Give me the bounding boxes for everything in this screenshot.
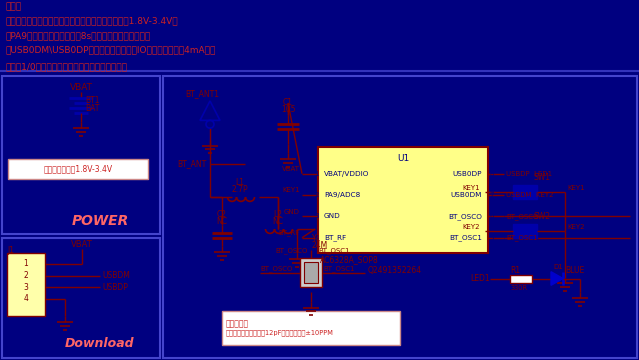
Text: BT_OSCO: BT_OSCO: [275, 247, 307, 254]
Text: BT_OSC1: BT_OSC1: [323, 265, 355, 272]
Text: 7: 7: [489, 192, 493, 198]
Text: USBDM: USBDM: [102, 271, 130, 280]
Text: 、USB0DM\USB0DP默认下拉，可做普通IO口，只能弱驱（4mA）。: 、USB0DM\USB0DP默认下拉，可做普通IO口，只能弱驱（4mA）。: [5, 46, 215, 55]
Text: USB0DP: USB0DP: [452, 171, 482, 177]
Text: KEY2: KEY2: [463, 224, 480, 230]
Text: J1: J1: [7, 246, 14, 255]
Text: BT1: BT1: [85, 96, 100, 105]
Text: BT_OSCO: BT_OSCO: [448, 213, 482, 220]
Text: VBAT: VBAT: [71, 240, 93, 249]
Text: KEY1: KEY1: [282, 187, 300, 193]
Bar: [318, 147, 488, 253]
Text: KEY2: KEY2: [567, 224, 585, 230]
Text: C1: C1: [283, 98, 293, 107]
Text: BT_OSC1: BT_OSC1: [449, 234, 482, 241]
Bar: [304, 262, 318, 283]
Text: GND: GND: [284, 208, 300, 215]
Text: BT_OSC1: BT_OSC1: [506, 234, 537, 241]
Text: 3: 3: [24, 283, 29, 292]
Bar: [510, 275, 532, 283]
Text: R1: R1: [510, 266, 520, 275]
Text: 1: 1: [314, 171, 319, 177]
Text: 备注：: 备注：: [5, 2, 21, 11]
Bar: [163, 76, 637, 358]
Text: BT_ANT1: BT_ANT1: [185, 89, 219, 98]
Text: BT_RF: BT_RF: [324, 234, 346, 241]
Bar: [300, 258, 322, 287]
Text: L2: L2: [273, 210, 282, 219]
Text: 2: 2: [24, 271, 28, 280]
Text: USB0DM: USB0DM: [450, 192, 482, 198]
Text: Download: Download: [65, 337, 135, 350]
Text: 电源供电范围：1.8V-3.4V: 电源供电范围：1.8V-3.4V: [43, 165, 112, 174]
Text: 、所有1/0口均可以配置为唤醒口（边沿触发）。: 、所有1/0口均可以配置为唤醒口（边沿触发）。: [5, 62, 127, 71]
Text: VBAT: VBAT: [70, 83, 93, 92]
Text: 2: 2: [314, 192, 319, 198]
Text: 、PA9默认上拉，低电平持续8s默认复位，可软件屏蔽。: 、PA9默认上拉，低电平持续8s默认复位，可软件屏蔽。: [5, 31, 150, 40]
Text: U1: U1: [397, 154, 409, 163]
Text: BLUE: BLUE: [565, 266, 584, 275]
Text: GND: GND: [324, 213, 341, 219]
Text: PA9/ADC8: PA9/ADC8: [324, 192, 360, 198]
Text: 、芯片使用两节干电池或纽扣电池供电，电源电压在1.8V-3.4V。: 、芯片使用两节干电池或纽扣电池供电，电源电压在1.8V-3.4V。: [5, 16, 178, 25]
Text: BAT: BAT: [85, 104, 100, 113]
Bar: [513, 224, 537, 238]
Bar: [2, 76, 160, 234]
Text: KEY1: KEY1: [463, 185, 480, 191]
Text: 24M: 24M: [312, 241, 328, 250]
Text: 4: 4: [24, 294, 29, 303]
Text: NC: NC: [217, 217, 227, 226]
Bar: [7, 253, 45, 316]
Text: 要求：负载电容要求：12pF；频率偏差：±10PPM: 要求：负载电容要求：12pF；频率偏差：±10PPM: [226, 329, 334, 336]
Text: USBDP: USBDP: [102, 283, 128, 292]
FancyBboxPatch shape: [8, 159, 148, 179]
Text: 3: 3: [314, 213, 319, 219]
Text: BT_RF: BT_RF: [279, 230, 300, 236]
Text: VBAT: VBAT: [282, 166, 300, 172]
Text: 晶振选型：: 晶振选型：: [226, 319, 249, 328]
Text: BT_ANT: BT_ANT: [177, 159, 206, 168]
Text: 105: 105: [281, 105, 295, 114]
Text: KEY1: KEY1: [567, 185, 585, 191]
Text: USBDM  KEY2: USBDM KEY2: [506, 192, 553, 198]
Text: C2: C2: [217, 210, 227, 219]
FancyBboxPatch shape: [222, 311, 400, 346]
Text: POWER: POWER: [72, 214, 128, 228]
Text: USBDP  LED1: USBDP LED1: [506, 171, 552, 177]
Text: Y1: Y1: [312, 234, 321, 243]
Text: 2.7P: 2.7P: [232, 185, 249, 194]
Text: 8: 8: [489, 171, 493, 177]
Text: BT_OSC1: BT_OSC1: [318, 247, 350, 254]
Text: 6: 6: [489, 213, 493, 219]
Text: LED1: LED1: [470, 274, 489, 283]
Text: BT_OSCO: BT_OSCO: [506, 213, 539, 220]
Text: 5: 5: [489, 235, 493, 241]
Text: NC: NC: [272, 217, 284, 226]
Text: 4: 4: [314, 235, 319, 241]
Bar: [513, 185, 537, 199]
Text: 1: 1: [24, 260, 28, 269]
Text: D1: D1: [553, 264, 563, 270]
Text: Q2491352264: Q2491352264: [368, 266, 422, 275]
Text: SW2: SW2: [533, 212, 550, 221]
Text: SW1: SW1: [533, 173, 550, 182]
Text: VBAT/VDDIO: VBAT/VDDIO: [324, 171, 369, 177]
Text: AC6328A_SOP8: AC6328A_SOP8: [320, 256, 379, 265]
Text: L1: L1: [236, 178, 245, 187]
Bar: [2, 238, 160, 358]
Text: BT_OSCO: BT_OSCO: [260, 265, 293, 272]
Polygon shape: [551, 272, 563, 285]
Text: 330R: 330R: [511, 285, 528, 291]
